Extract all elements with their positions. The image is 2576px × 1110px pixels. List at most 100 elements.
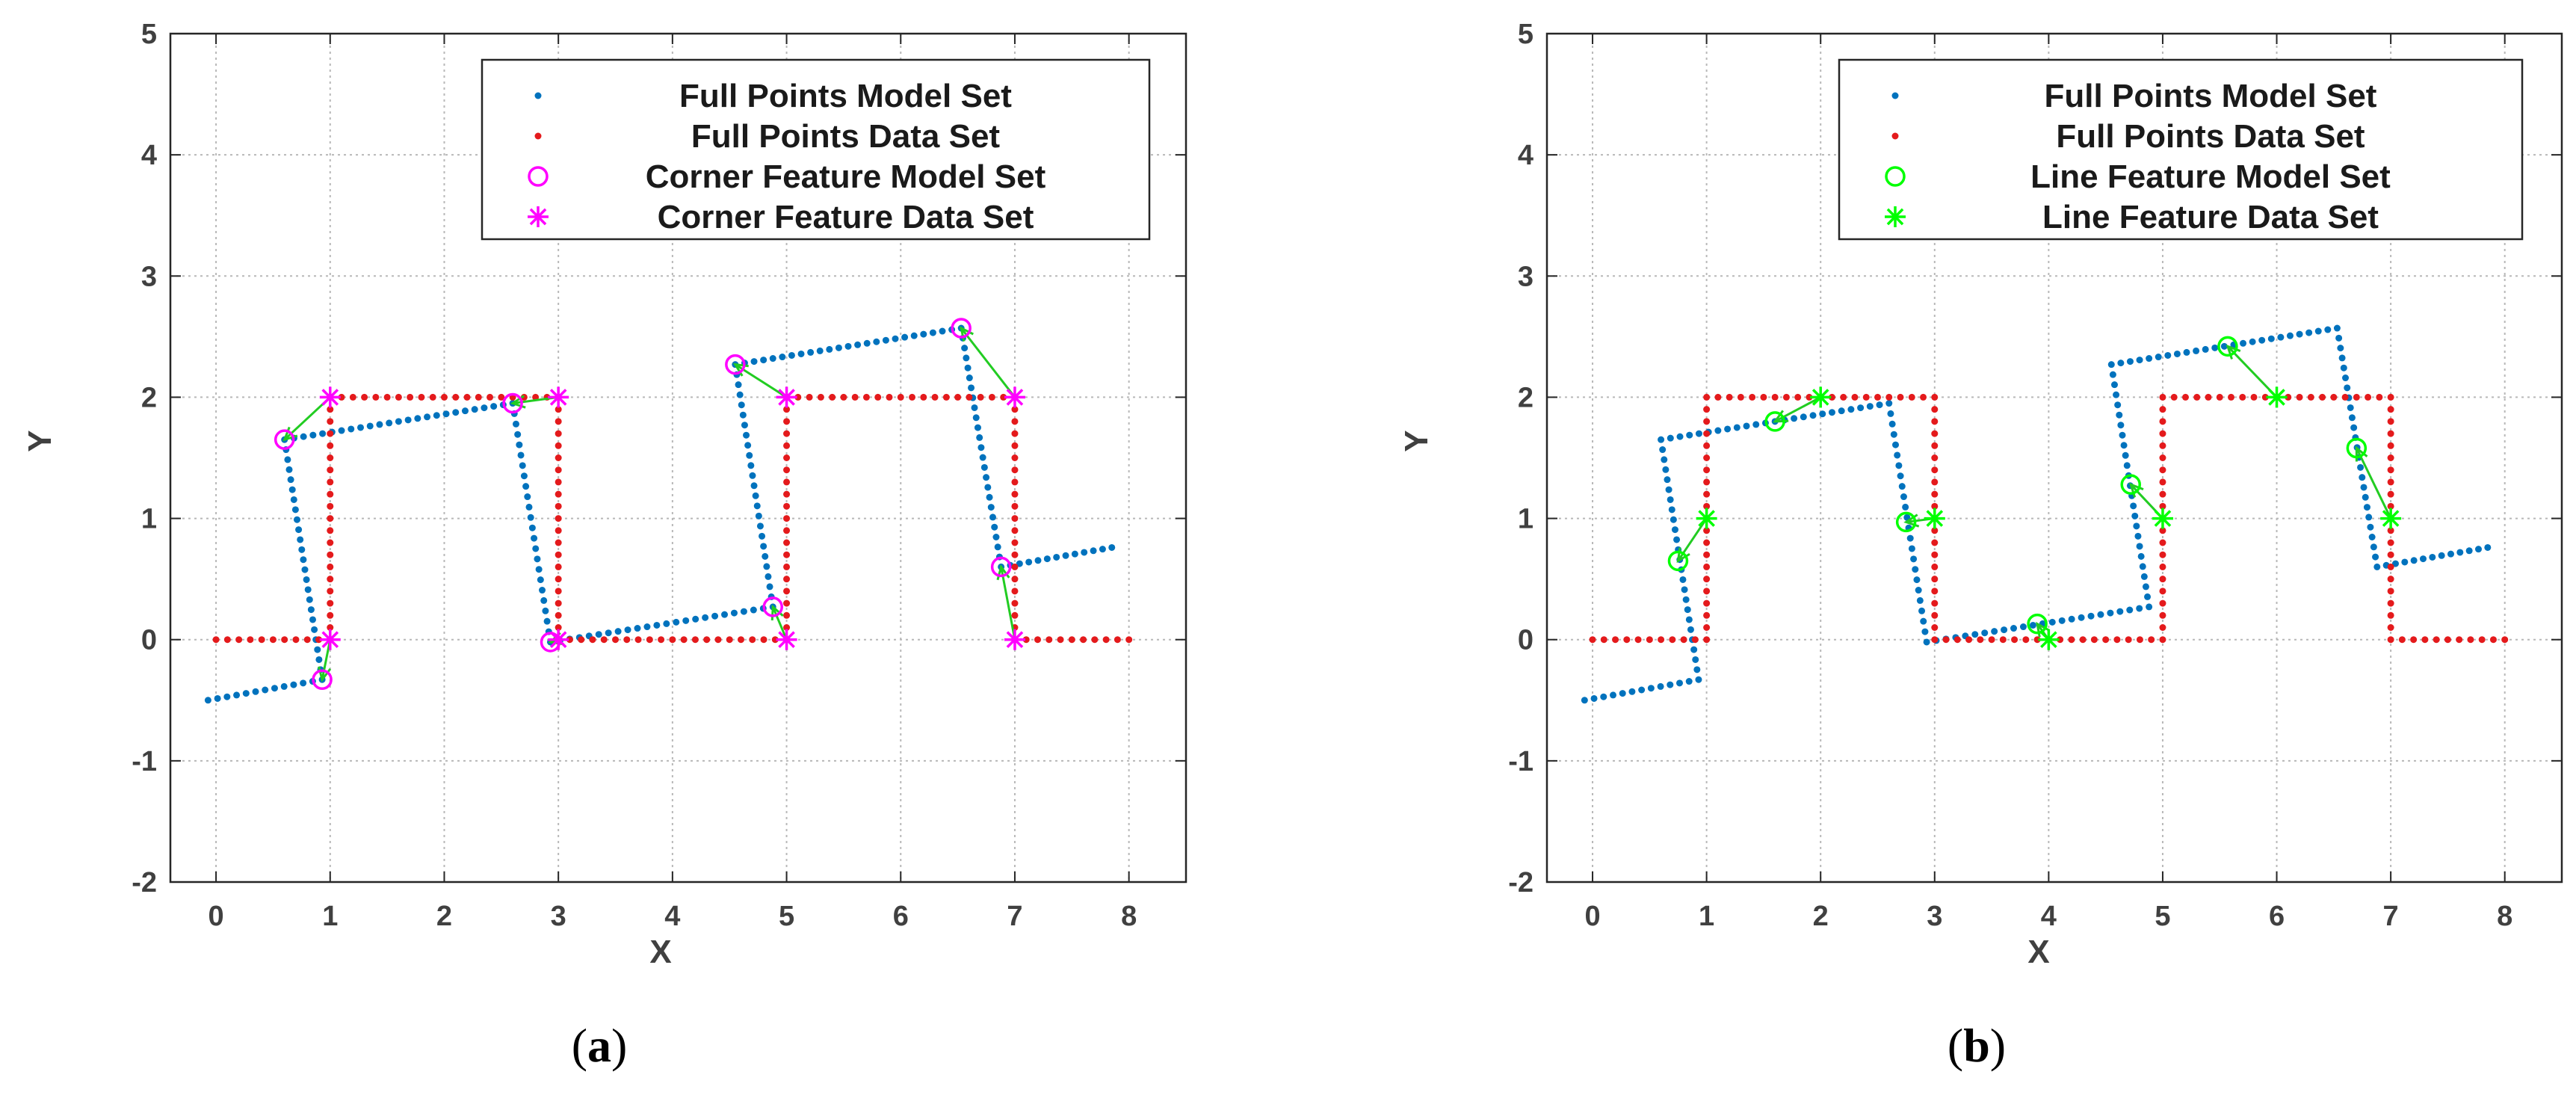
- data-point: [1011, 418, 1019, 425]
- model-point: [414, 415, 421, 422]
- data-point: [1999, 636, 2007, 644]
- model-point: [2249, 338, 2256, 345]
- data-point: [2159, 478, 2166, 486]
- legend-label: Full Points Model Set: [679, 78, 1012, 114]
- model-point: [348, 425, 355, 433]
- data-point: [555, 490, 562, 498]
- model-point: [766, 583, 773, 591]
- model-point: [2211, 344, 2219, 351]
- model-point: [271, 685, 278, 692]
- data-point: [1931, 393, 1939, 401]
- model-point: [752, 492, 759, 499]
- model-point: [753, 502, 761, 510]
- data-point: [338, 393, 345, 401]
- model-point: [2370, 543, 2377, 551]
- model-point: [1668, 506, 1675, 514]
- legend-entry: Full Points Data Set: [1891, 118, 2365, 155]
- x-tick-label: 1: [1699, 901, 1714, 932]
- legend-circle-marker: [528, 166, 549, 187]
- data-point: [2296, 393, 2303, 401]
- model-point: [2202, 345, 2209, 353]
- model-point: [755, 512, 762, 519]
- model-point: [404, 416, 412, 424]
- asterisk-stroke: [2268, 389, 2285, 406]
- model-point: [1921, 628, 1929, 635]
- feature-data-marker: [1004, 629, 1025, 650]
- model-point: [2337, 345, 2344, 352]
- legend-asterisk-marker: [528, 206, 549, 227]
- data-point: [463, 393, 471, 401]
- data-point: [862, 393, 870, 401]
- model-point: [1847, 406, 1855, 413]
- data-point: [1714, 393, 1722, 401]
- model-point: [595, 631, 602, 638]
- model-point: [873, 338, 880, 345]
- model-point: [1025, 558, 1033, 566]
- full-points-model-series: [204, 324, 1116, 704]
- model-point: [968, 384, 975, 392]
- model-point: [702, 614, 709, 621]
- y-tick-label: 0: [141, 625, 157, 656]
- data-point: [703, 636, 711, 644]
- data-point: [1703, 576, 1711, 583]
- asterisk-stroke: [321, 631, 339, 649]
- model-point: [673, 618, 680, 626]
- model-point: [1819, 410, 1826, 418]
- feature-data-marker: [1924, 508, 1945, 529]
- x-tick-label: 7: [1007, 901, 1022, 932]
- data-point: [327, 478, 334, 486]
- feature-model-marker: [990, 556, 1012, 578]
- data-point: [2398, 636, 2406, 644]
- model-point: [2438, 552, 2445, 559]
- feature-data-marker: [319, 386, 341, 408]
- model-point: [2068, 615, 2075, 623]
- data-point: [1011, 442, 1019, 449]
- model-point: [471, 406, 478, 413]
- model-point: [2164, 351, 2172, 359]
- model-point: [760, 357, 767, 364]
- model-point: [971, 404, 978, 411]
- data-point: [680, 636, 688, 644]
- feature-model-marker: [1667, 550, 1689, 572]
- model-point: [984, 484, 992, 491]
- model-point: [520, 472, 528, 480]
- data-point: [1931, 418, 1939, 425]
- data-point: [555, 466, 562, 474]
- model-point: [738, 401, 745, 409]
- panel-a: 0 1 2 3 4 5 6 7 8 -2 -1 0 1 2 3 4 5 X Y Full Points Model S…: [22, 19, 1187, 1072]
- model-point: [2368, 534, 2376, 541]
- model-point: [892, 335, 899, 342]
- data-point: [429, 393, 436, 401]
- data-point: [555, 588, 562, 595]
- model-point: [1752, 421, 1760, 428]
- model-point: [1609, 691, 1616, 699]
- model-point: [750, 358, 758, 366]
- model-point: [514, 431, 522, 438]
- x-tick-label: 8: [1121, 901, 1137, 932]
- model-point: [747, 462, 755, 469]
- model-point: [290, 681, 297, 688]
- model-point: [807, 348, 815, 356]
- model-point: [682, 617, 690, 624]
- data-point: [555, 406, 562, 413]
- data-point: [2159, 502, 2166, 510]
- model-point: [300, 556, 307, 564]
- data-point: [2193, 393, 2201, 401]
- correspondence-arrow: [321, 639, 332, 680]
- data-point: [1703, 490, 1711, 498]
- x-tick-label: 3: [1927, 901, 1942, 932]
- data-point: [589, 636, 596, 644]
- model-point: [2019, 623, 2027, 631]
- data-point: [1011, 563, 1019, 570]
- data-point: [372, 393, 380, 401]
- model-point: [1667, 681, 1674, 688]
- data-point: [269, 636, 277, 644]
- asterisk-stroke: [1698, 510, 1715, 527]
- data-point: [1737, 393, 1744, 401]
- data-point: [2387, 636, 2394, 644]
- legend-entry: Full Points Model Set: [534, 78, 1012, 114]
- data-point: [2057, 636, 2064, 644]
- model-point: [2107, 609, 2114, 617]
- model-point: [980, 463, 988, 471]
- model-point: [634, 625, 641, 632]
